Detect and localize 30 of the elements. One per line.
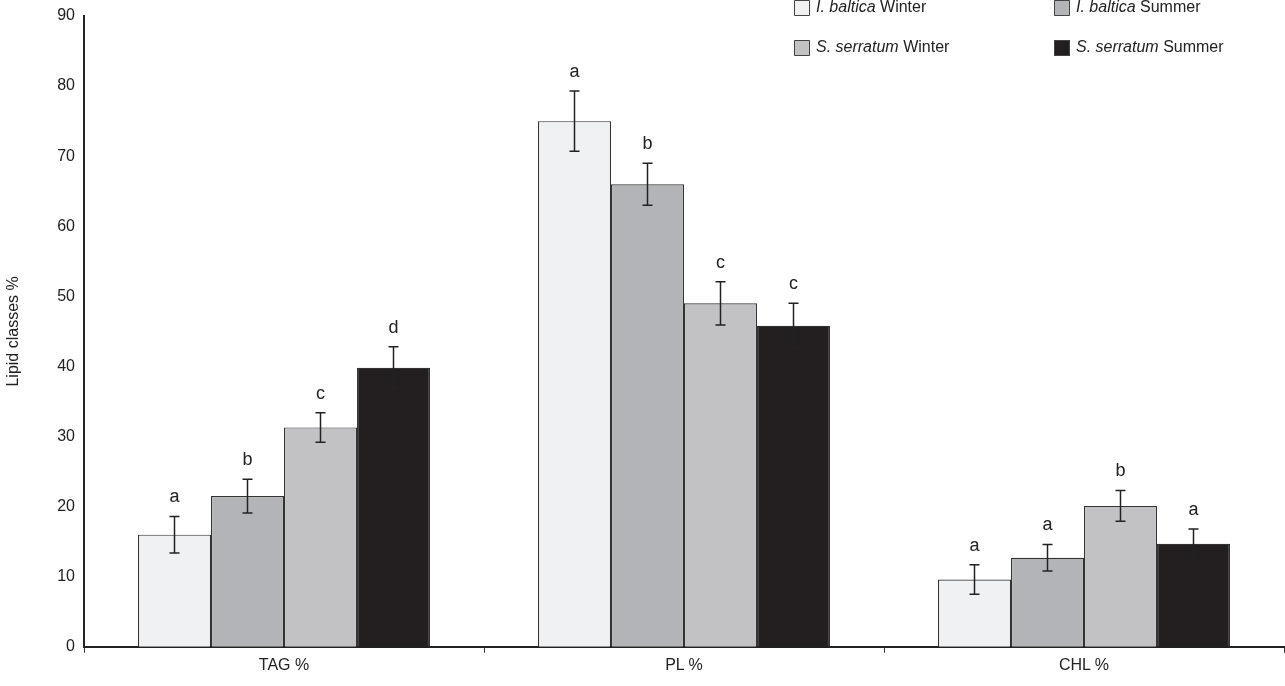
- legend-label: I. baltica Winter: [816, 0, 927, 16]
- y-tick-label: 90: [57, 6, 76, 24]
- y-tick-label: 40: [57, 356, 76, 374]
- x-tick-label: PL %: [665, 655, 703, 673]
- annotation: c: [716, 251, 725, 272]
- annotation: a: [569, 60, 581, 81]
- annotation: b: [1115, 460, 1126, 481]
- annotation: c: [789, 273, 798, 294]
- annotation: d: [388, 316, 399, 337]
- legend-label: I. baltica Summer: [1076, 0, 1202, 16]
- annotation: a: [1188, 499, 1200, 520]
- y-tick-label: 30: [57, 426, 76, 444]
- x-tick-label: TAG %: [258, 655, 310, 673]
- y-axis-title: Lipid classes %: [4, 276, 22, 387]
- annotation: a: [969, 534, 981, 555]
- y-tick-label: 0: [66, 637, 76, 655]
- x-tick-label: CHL %: [1058, 655, 1110, 673]
- legend-label: S. serratum Winter: [816, 38, 951, 56]
- annotation: a: [169, 486, 181, 507]
- legend-label: S. serratum Summer: [1076, 38, 1225, 56]
- annotation: b: [642, 133, 653, 154]
- y-tick-label: 10: [57, 567, 76, 585]
- annotation: a: [1042, 514, 1054, 535]
- y-tick-label: 70: [57, 146, 76, 164]
- y-tick-label: 20: [57, 497, 76, 515]
- y-tick-label: 60: [57, 216, 76, 234]
- y-tick-label: 50: [57, 286, 76, 304]
- annotation: b: [242, 449, 253, 470]
- y-tick-label: 80: [57, 76, 76, 94]
- annotation: c: [316, 382, 325, 403]
